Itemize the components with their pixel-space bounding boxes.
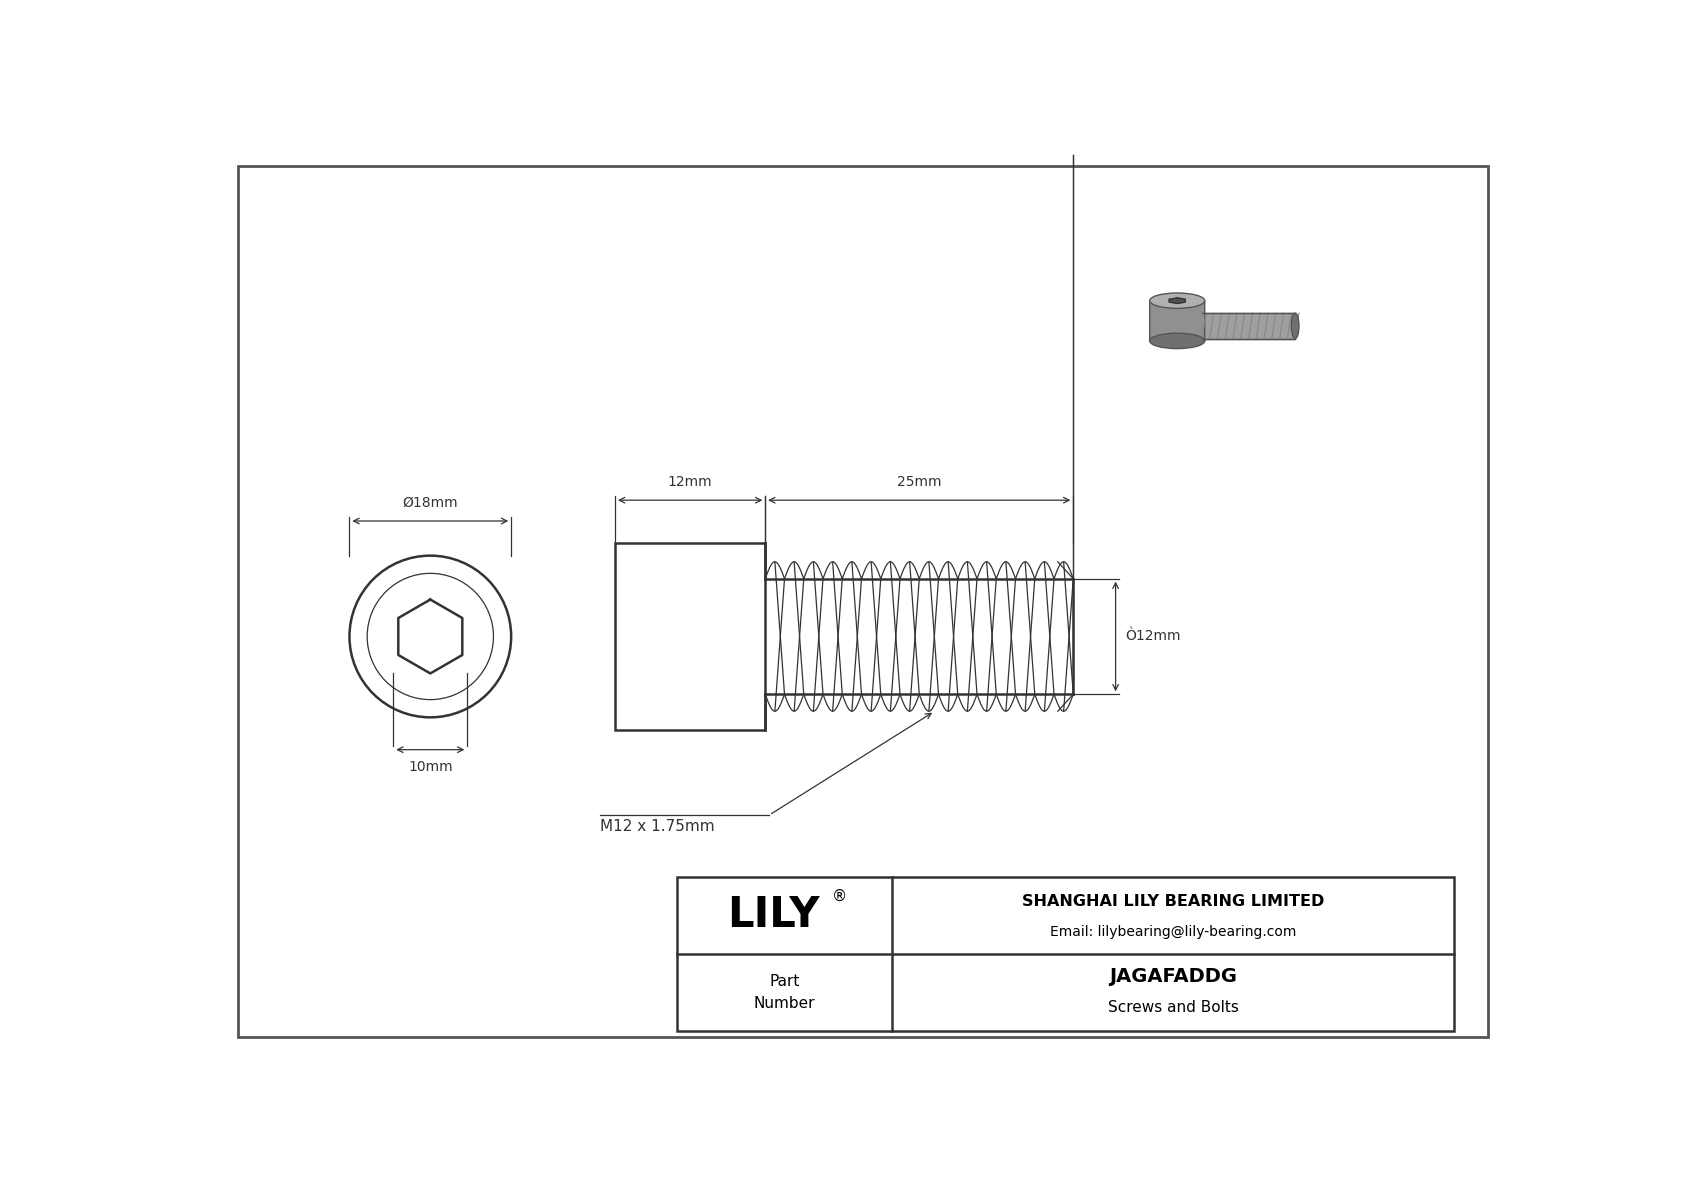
- Text: ®: ®: [832, 888, 847, 904]
- Text: M12 x 1.75mm: M12 x 1.75mm: [600, 819, 714, 834]
- Text: JAGAFADDG: JAGAFADDG: [1110, 967, 1238, 986]
- Text: 25mm: 25mm: [898, 475, 941, 490]
- FancyBboxPatch shape: [1150, 300, 1204, 341]
- Ellipse shape: [1292, 313, 1298, 338]
- Bar: [615, 543, 765, 730]
- Text: Screws and Bolts: Screws and Bolts: [1108, 1000, 1239, 1015]
- Text: SHANGHAI LILY BEARING LIMITED: SHANGHAI LILY BEARING LIMITED: [1022, 894, 1325, 909]
- Ellipse shape: [1150, 333, 1204, 349]
- Text: Ò12mm: Ò12mm: [1125, 630, 1180, 643]
- Text: 12mm: 12mm: [669, 475, 712, 490]
- Circle shape: [350, 556, 512, 717]
- Ellipse shape: [1150, 293, 1204, 308]
- Text: Part
Number: Part Number: [754, 973, 815, 1011]
- Text: Email: lilybearing@lily-bearing.com: Email: lilybearing@lily-bearing.com: [1051, 925, 1297, 940]
- Circle shape: [367, 573, 493, 699]
- Bar: [677, 877, 1455, 1030]
- Bar: [1202, 313, 1295, 338]
- Polygon shape: [1169, 298, 1186, 304]
- Text: Ø18mm: Ø18mm: [402, 497, 458, 510]
- Text: LILY: LILY: [727, 894, 818, 936]
- Text: 10mm: 10mm: [408, 761, 453, 774]
